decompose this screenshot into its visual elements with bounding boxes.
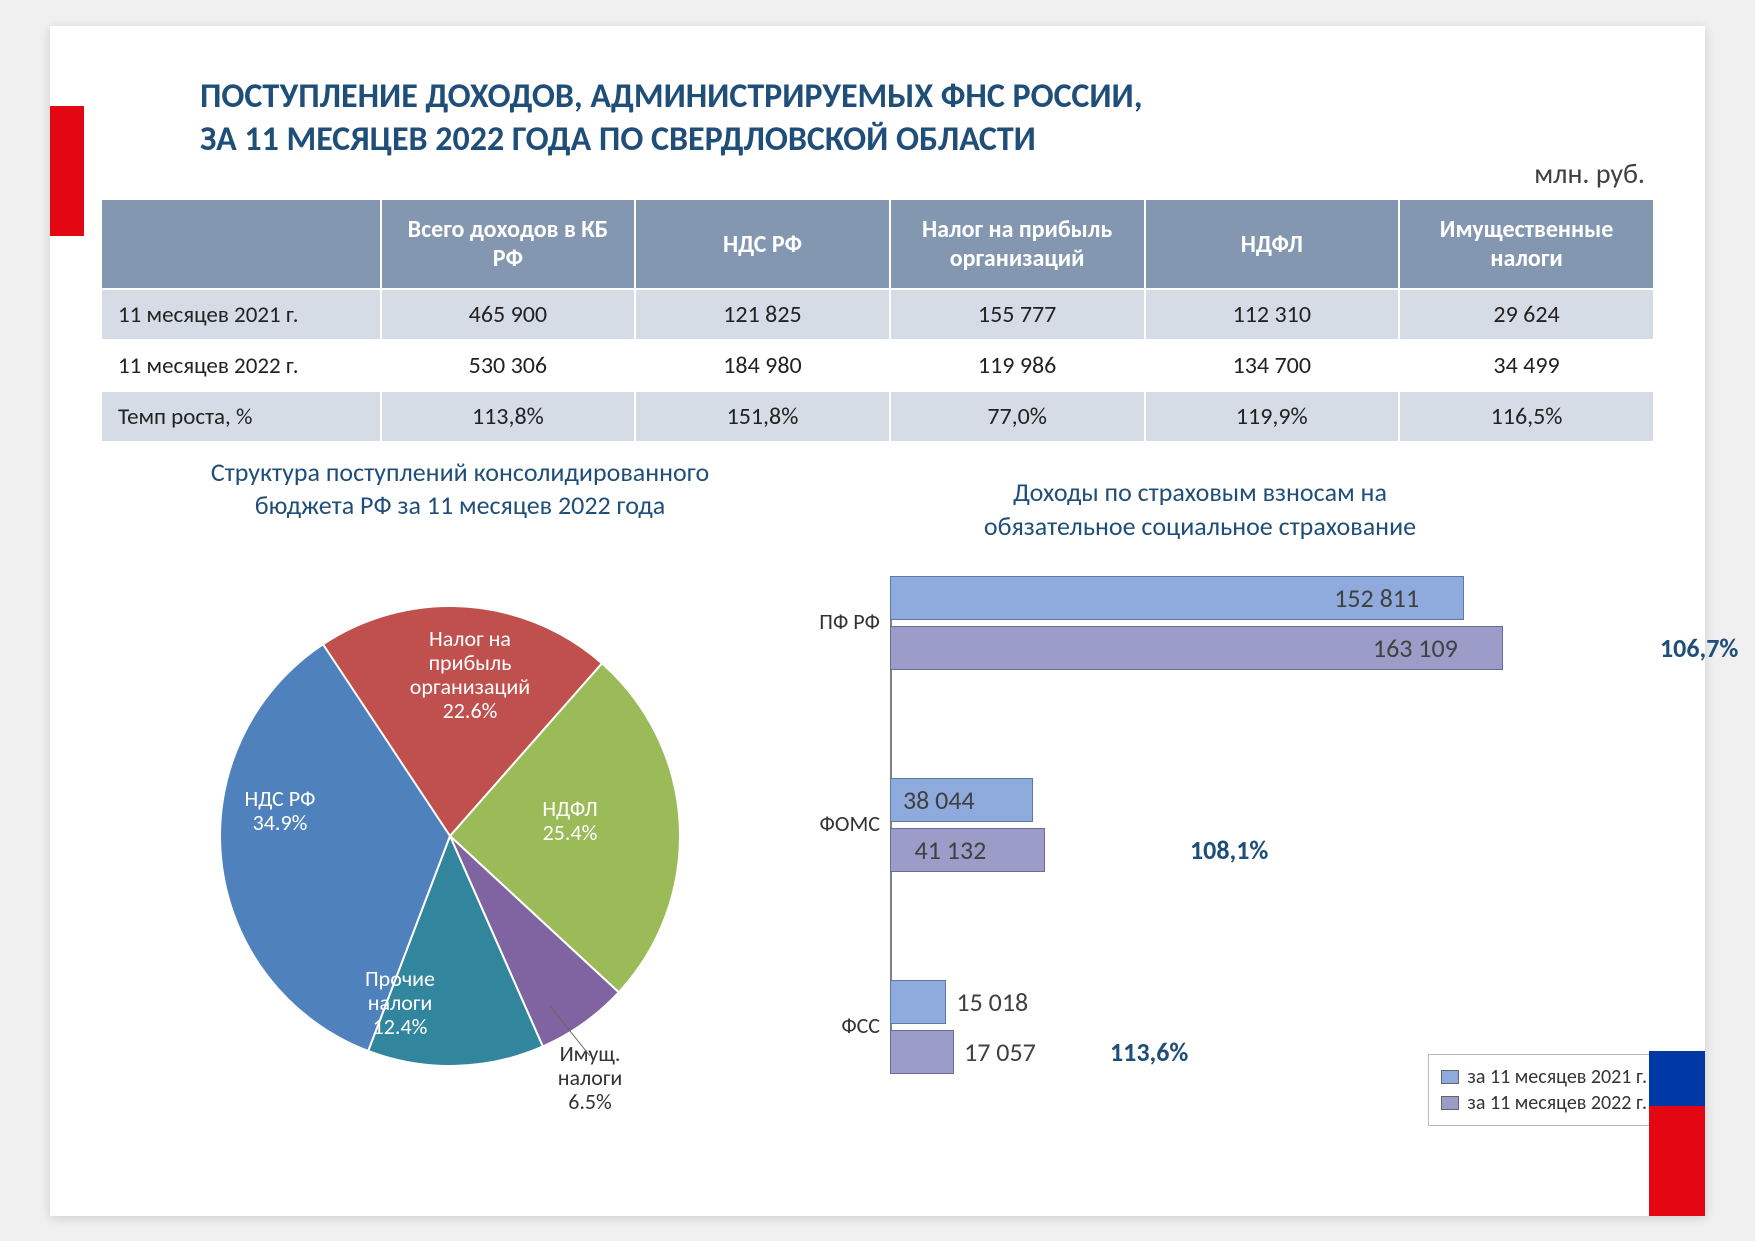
bar-category-label: ФОМС (790, 810, 880, 837)
table-header-cell: Налог на прибыль организаций (890, 199, 1145, 289)
table-cell: 119,9% (1145, 391, 1400, 442)
pie-slice-label: Имущ.налоги6.5% (558, 1040, 623, 1115)
accent-corner-red (1649, 1106, 1705, 1216)
bar-value-2021: 38 044 (903, 784, 975, 816)
table-cell: 530 306 (381, 340, 636, 391)
bar-title-line-1: Доходы по страховым взносам на (1013, 476, 1387, 508)
title-line-1: ПОСТУПЛЕНИЕ ДОХОДОВ, АДМИНИСТРИРУЕМЫХ ФН… (200, 76, 1600, 119)
table-cell: 119 986 (890, 340, 1145, 391)
bar-value-2021: 15 018 (956, 986, 1028, 1018)
legend-label: за 11 месяцев 2021 г. (1467, 1065, 1647, 1089)
table-cell: 112 310 (1145, 289, 1400, 340)
bar-growth-pct: 106,7% (1660, 632, 1738, 664)
table-cell: 11 месяцев 2021 г. (101, 289, 381, 340)
bar-legend: за 11 месяцев 2021 г.за 11 месяцев 2022 … (1428, 1054, 1660, 1126)
bar-value-2021: 152 811 (1334, 582, 1419, 614)
bar-growth-pct: 108,1% (1190, 834, 1268, 866)
bar-value-2022: 17 057 (964, 1036, 1036, 1068)
table-cell: 134 700 (1145, 340, 1400, 391)
legend-label: за 11 месяцев 2022 г. (1467, 1091, 1647, 1115)
table-cell: 113,8% (381, 391, 636, 442)
bar-value-2022: 41 132 (915, 834, 987, 866)
table-cell: 465 900 (381, 289, 636, 340)
bar-category-label: ПФ РФ (790, 608, 880, 635)
table-header-cell: Всего доходов в КБ РФ (381, 199, 636, 289)
table-cell: 121 825 (635, 289, 890, 340)
table-cell: 29 624 (1399, 289, 1654, 340)
pie-chart: Налог наприбыльорганизаций22.6%НДФЛ25.4%… (170, 536, 750, 1116)
table-cell: 151,8% (635, 391, 890, 442)
bar-2021 (890, 980, 946, 1024)
pie-slice-label: Прочиеналоги12.4% (365, 965, 435, 1040)
bar-group: ФОМС 38 044 41 132 108,1% (790, 778, 1670, 932)
table-header-row: Всего доходов в КБ РФ НДС РФ Налог на пр… (101, 199, 1654, 289)
bar-growth-pct: 113,6% (1110, 1036, 1188, 1068)
table-header-cell: Имущественные налоги (1399, 199, 1654, 289)
accent-bar-left (50, 106, 84, 236)
pie-slice-label: НДС РФ34.9% (245, 785, 316, 836)
slide: ПОСТУПЛЕНИЕ ДОХОДОВ, АДМИНИСТРИРУЕМЫХ ФН… (50, 26, 1705, 1216)
legend-swatch (1441, 1096, 1459, 1110)
bar-chart: ПФ РФ152 811163 109106,7%ФОМС38 04441 13… (790, 576, 1670, 1136)
table-cell: 155 777 (890, 289, 1145, 340)
pie-slice-label: НДФЛ25.4% (542, 795, 597, 846)
bar-value-2022: 163 109 (1373, 632, 1458, 664)
bar-title-line-2: обязательное социальное страхование (984, 510, 1416, 542)
bar-chart-title: Доходы по страховым взносам на обязатель… (850, 476, 1550, 544)
table-cell: 34 499 (1399, 340, 1654, 391)
table-cell: Темп роста, % (101, 391, 381, 442)
table-cell: 184 980 (635, 340, 890, 391)
bar-group: ПФ РФ152 811163 109106,7% (790, 576, 1670, 730)
title-line-2: ЗА 11 МЕСЯЦЕВ 2022 ГОДА ПО СВЕРДЛОВСКОЙ … (200, 119, 1600, 162)
pie-title-line-1: Структура поступлений консолидированного (211, 456, 709, 488)
table-row: 11 месяцев 2022 г. 530 306 184 980 119 9… (101, 340, 1654, 391)
legend-row: за 11 месяцев 2022 г. (1441, 1091, 1647, 1115)
pie-title-line-2: бюджета РФ за 11 месяцев 2022 года (255, 489, 665, 521)
bar-category-label: ФСС (790, 1012, 880, 1039)
table-body: 11 месяцев 2021 г. 465 900 121 825 155 7… (101, 289, 1654, 442)
unit-label: млн. руб. (1534, 156, 1645, 191)
legend-swatch (1441, 1070, 1459, 1084)
table-cell: 11 месяцев 2022 г. (101, 340, 381, 391)
table-header-cell (101, 199, 381, 289)
bar-2022 (890, 1030, 954, 1074)
legend-row: за 11 месяцев 2021 г. (1441, 1065, 1647, 1089)
table-cell: 116,5% (1399, 391, 1654, 442)
pie-svg: Налог наприбыльорганизаций22.6%НДФЛ25.4%… (170, 536, 750, 1156)
page-title: ПОСТУПЛЕНИЕ ДОХОДОВ, АДМИНИСТРИРУЕМЫХ ФН… (200, 76, 1600, 161)
table-row: Темп роста, % 113,8% 151,8% 77,0% 119,9%… (101, 391, 1654, 442)
table-row: 11 месяцев 2021 г. 465 900 121 825 155 7… (101, 289, 1654, 340)
table-cell: 77,0% (890, 391, 1145, 442)
pie-chart-title: Структура поступлений консолидированного… (150, 456, 770, 521)
data-table: Всего доходов в КБ РФ НДС РФ Налог на пр… (100, 198, 1655, 443)
table-header-cell: НДФЛ (1145, 199, 1400, 289)
table-header-cell: НДС РФ (635, 199, 890, 289)
